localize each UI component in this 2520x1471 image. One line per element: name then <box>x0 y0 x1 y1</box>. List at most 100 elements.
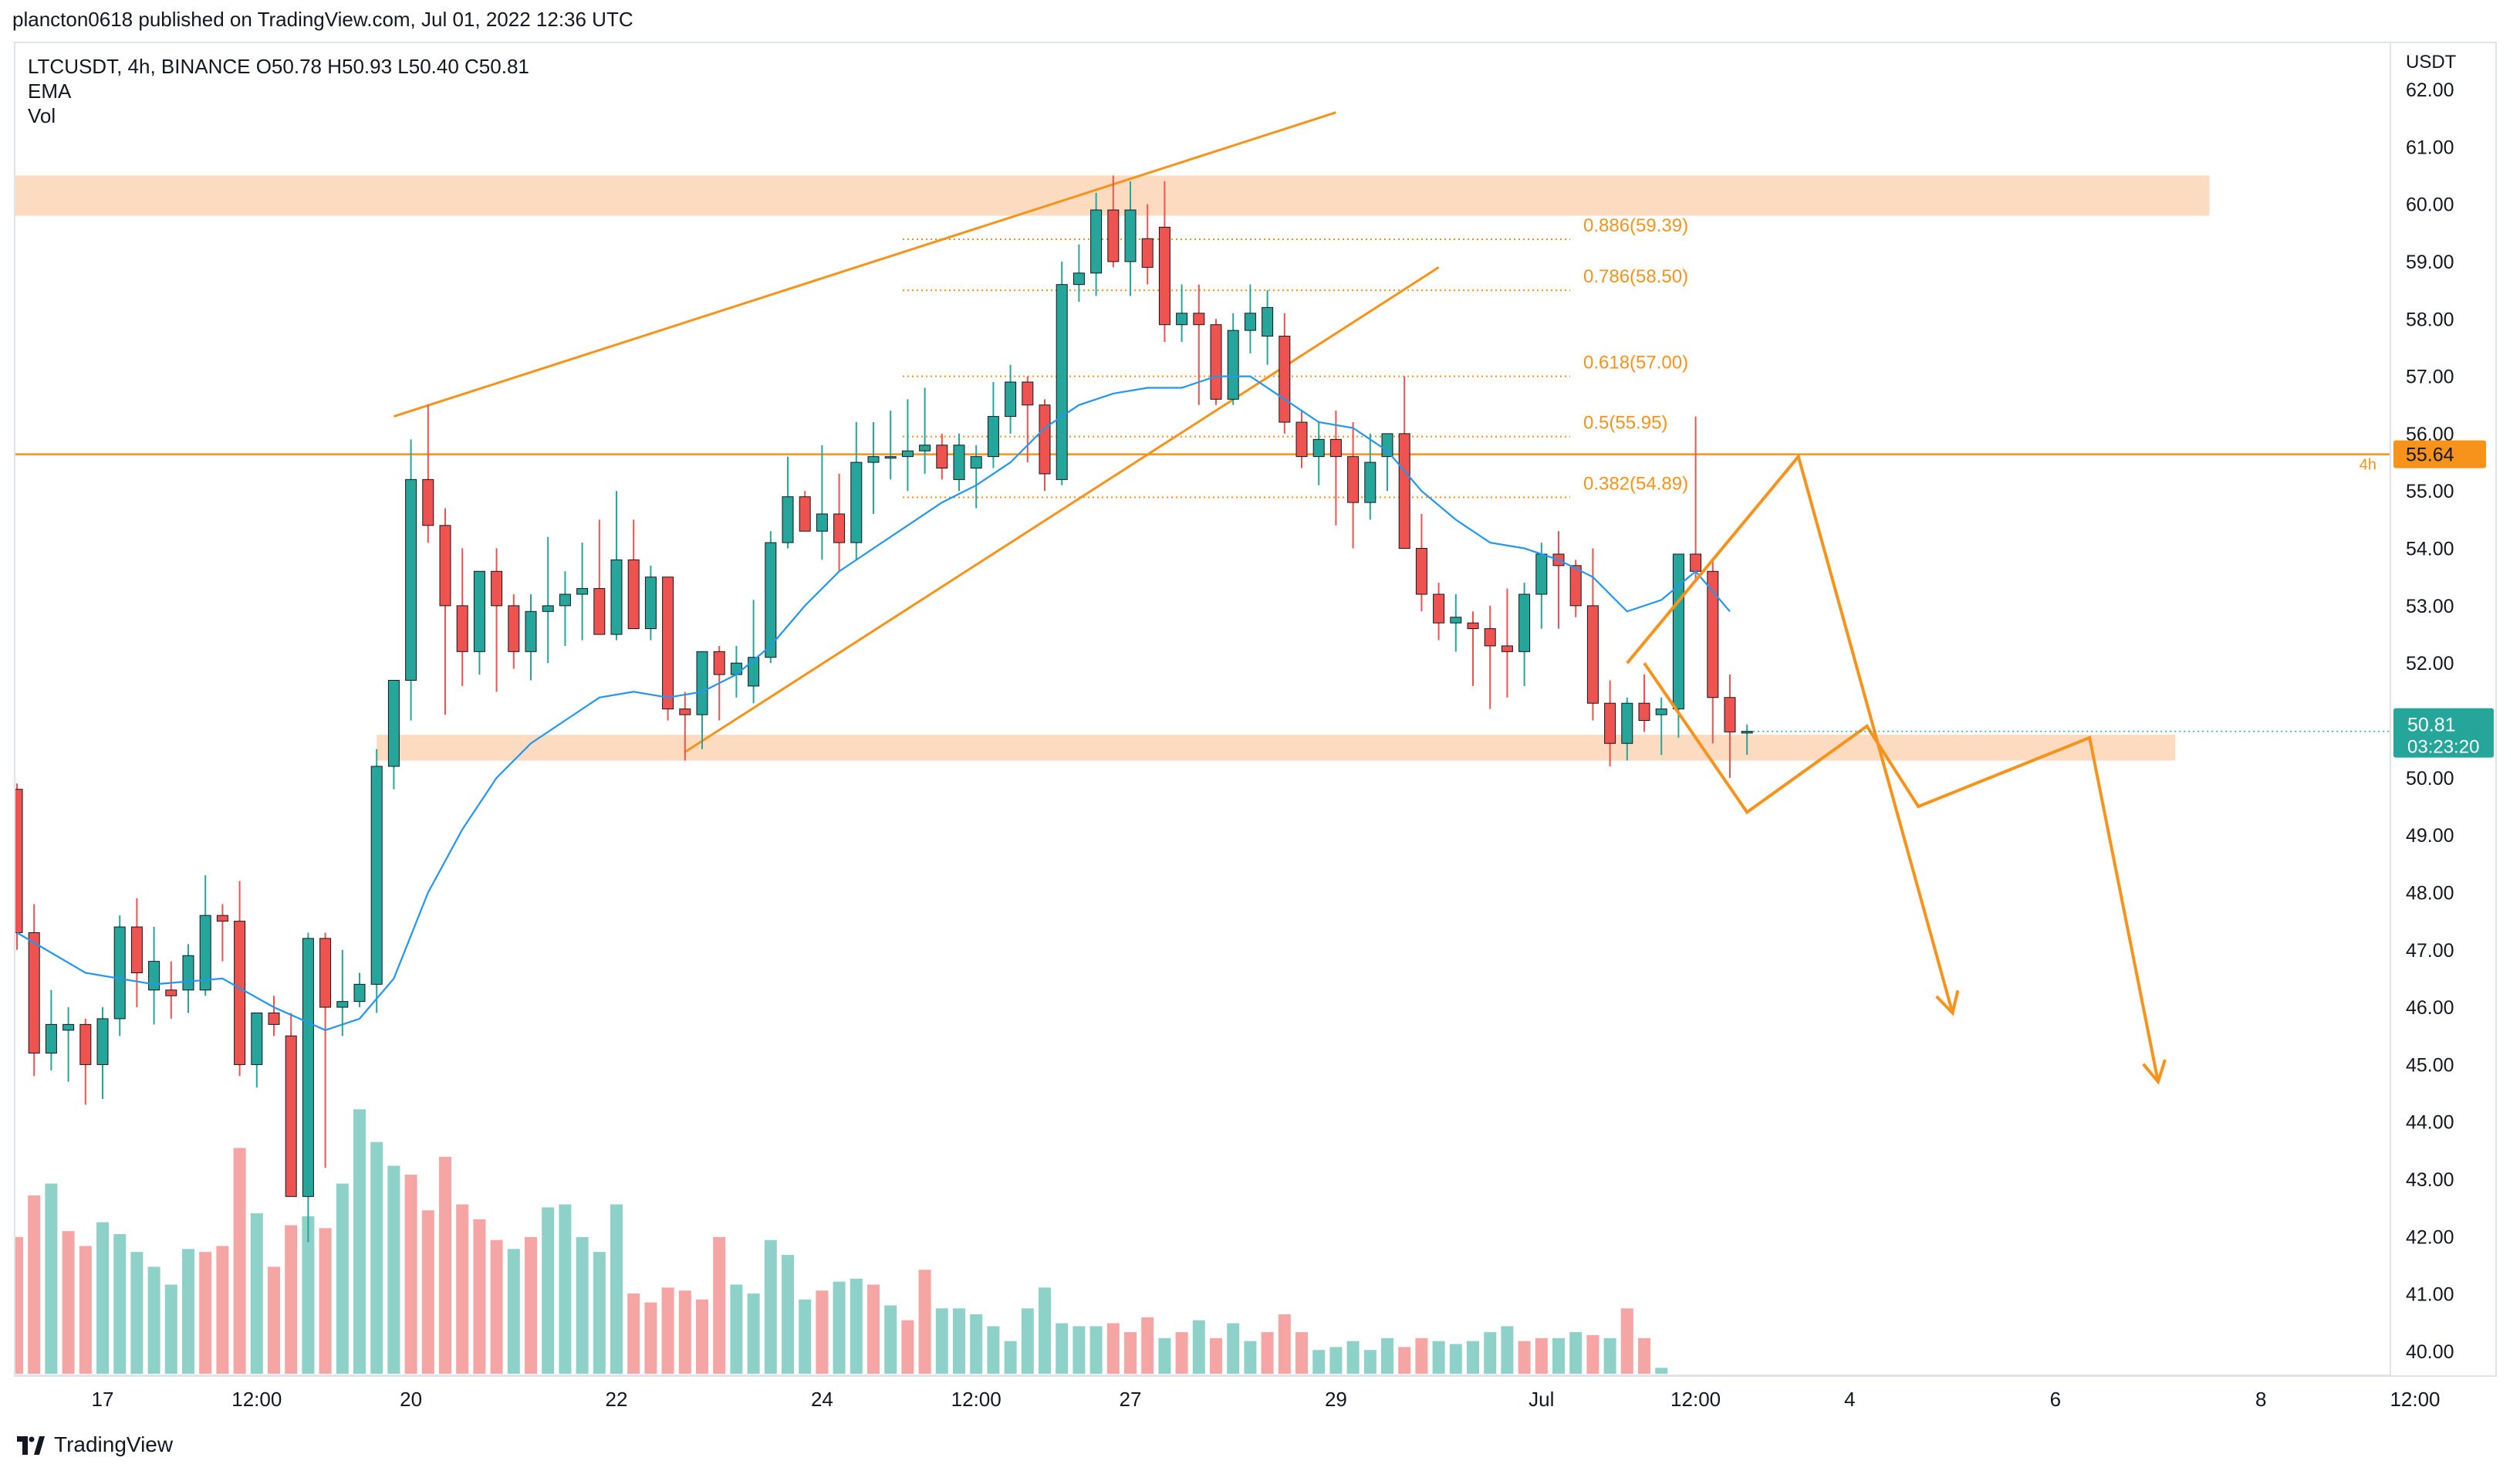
candle-body <box>1741 731 1753 734</box>
volume-bar <box>1227 1323 1240 1374</box>
volume-bar <box>884 1305 897 1374</box>
candle-body <box>610 559 623 635</box>
candle-body <box>679 708 691 715</box>
volume-bar <box>816 1290 829 1374</box>
volume-bar <box>1467 1341 1479 1374</box>
candle-body <box>1295 421 1308 458</box>
volume-bar <box>1073 1326 1086 1374</box>
fib-label: 0.382(54.89) <box>1583 473 1688 494</box>
volume-bar <box>867 1284 880 1374</box>
price-tick-label: 50.00 <box>2406 768 2454 790</box>
interval-tag: 4h <box>2360 457 2376 474</box>
volume-bar <box>1501 1326 1514 1374</box>
ema-indicator-label[interactable]: EMA <box>28 79 72 103</box>
volume-bar <box>1432 1341 1445 1374</box>
time-tick-label: 12:00 <box>231 1388 282 1411</box>
price-tick-label: 47.00 <box>2406 940 2454 962</box>
price-tick-label: 41.00 <box>2406 1284 2454 1306</box>
time-tick-label: 17 <box>92 1388 114 1411</box>
volume-bar <box>1106 1323 1120 1374</box>
price-tick-label: 52.00 <box>2406 653 2454 675</box>
level-price-badge-text: 55.64 <box>2406 445 2454 466</box>
volume-bar <box>542 1207 555 1374</box>
candle-body <box>1604 702 1616 744</box>
volume-bar <box>96 1222 109 1374</box>
candle-body <box>884 456 897 459</box>
volume-bar <box>764 1239 777 1374</box>
candle-body <box>370 766 383 985</box>
volume-bar <box>490 1239 503 1374</box>
candle-body <box>96 1018 109 1065</box>
candle-body <box>1124 209 1137 262</box>
symbol-info[interactable]: LTCUSDT, 4h, BINANCE O50.78 H50.93 L50.4… <box>28 55 529 78</box>
volume-bar <box>387 1165 400 1374</box>
candle-body <box>850 462 863 543</box>
ema-line <box>16 375 1731 1031</box>
candle-body <box>1347 456 1360 503</box>
time-tick-label: 4 <box>1844 1388 1855 1411</box>
candle-body <box>1638 702 1650 721</box>
candle-body <box>234 921 246 1065</box>
candle-body <box>936 445 948 468</box>
volume-bar <box>901 1320 914 1374</box>
candle-body <box>422 478 434 526</box>
volume-bar <box>696 1299 708 1374</box>
candle-body <box>1690 553 1702 572</box>
time-tick-label: 27 <box>1120 1388 1142 1411</box>
trendline-0 <box>393 111 1336 418</box>
candle-body <box>302 938 314 1197</box>
candle-body <box>1655 708 1667 715</box>
candle-body <box>901 450 914 458</box>
candle-body <box>696 651 708 715</box>
volume-bar <box>1004 1341 1017 1374</box>
volume-bar <box>644 1302 657 1374</box>
candle-body <box>456 605 468 652</box>
time-tick-label: 8 <box>2255 1388 2266 1411</box>
candle-body <box>1141 238 1154 268</box>
volume-bar <box>456 1204 469 1374</box>
volume-bar <box>1039 1287 1051 1374</box>
volume-bar <box>62 1231 75 1374</box>
price-tick-label: 53.00 <box>2406 596 2454 617</box>
tradingview-logo-icon <box>17 1435 45 1455</box>
footer-branding[interactable]: TradingView <box>17 1429 173 1460</box>
volume-bar <box>610 1204 623 1374</box>
candle-body <box>405 478 417 681</box>
price-tick-label: 46.00 <box>2406 997 2454 1019</box>
candle-body <box>1158 226 1170 326</box>
candle-body <box>1381 433 1393 458</box>
candle-body <box>644 577 657 630</box>
volume-indicator-label[interactable]: Vol <box>28 104 56 127</box>
volume-bar <box>678 1290 691 1374</box>
time-tick-label: 24 <box>811 1388 833 1411</box>
volume-bar <box>319 1228 332 1374</box>
candle-body <box>970 456 982 468</box>
volume-bar <box>1210 1337 1222 1374</box>
projection-path-1 <box>1643 662 2160 1083</box>
volume-bar <box>1381 1337 1393 1374</box>
candle-body <box>1707 570 1719 698</box>
volume-bar <box>15 1236 23 1374</box>
volume-bar <box>833 1281 846 1374</box>
volume-bar <box>79 1246 92 1374</box>
candle-body <box>833 513 846 543</box>
volume-bar <box>1192 1320 1205 1374</box>
volume-bar <box>1158 1337 1171 1374</box>
volume-bar <box>1484 1332 1497 1374</box>
candle-body <box>627 559 640 630</box>
candle-body <box>1244 313 1256 331</box>
candle-body <box>1073 272 1085 286</box>
projection-arrowhead-icon <box>2142 1059 2167 1085</box>
candle-body <box>28 932 40 1054</box>
price-tick-label: 62.00 <box>2406 79 2454 101</box>
volume-bar <box>1569 1332 1583 1374</box>
volume-bar <box>45 1183 58 1374</box>
volume-bar <box>164 1284 177 1374</box>
candle-body <box>576 588 589 595</box>
volume-bar <box>1021 1308 1034 1374</box>
volume-bar <box>1346 1341 1360 1374</box>
volume-bar <box>1175 1332 1188 1374</box>
candle-body <box>439 525 451 607</box>
candle-body <box>1005 381 1017 418</box>
